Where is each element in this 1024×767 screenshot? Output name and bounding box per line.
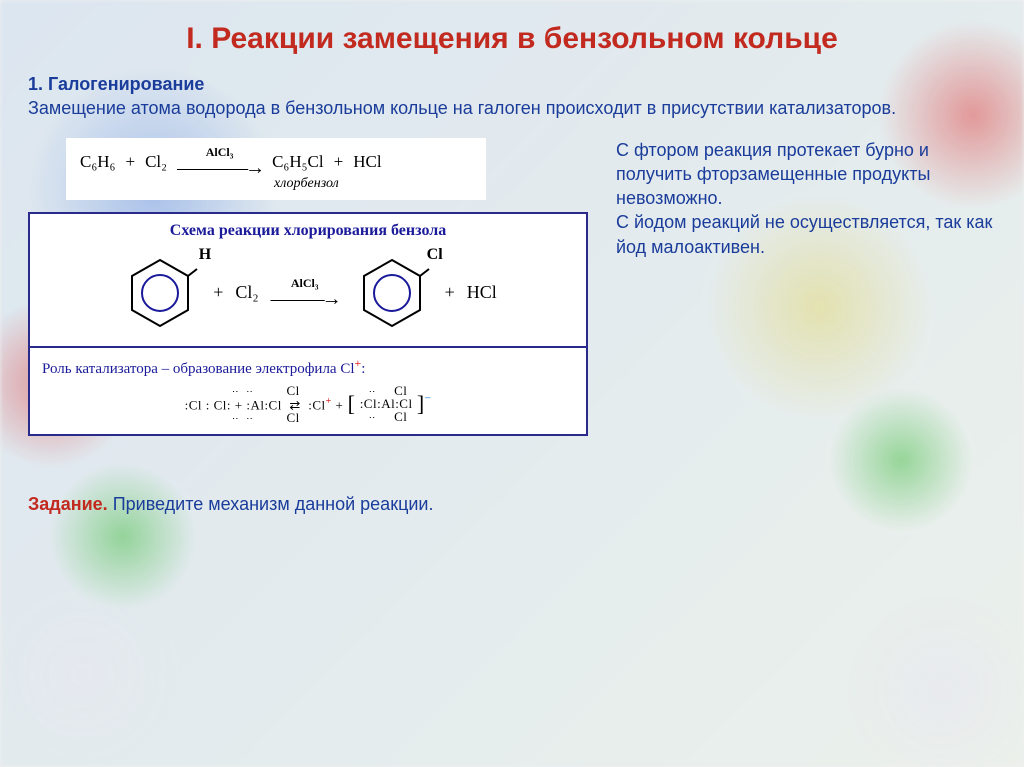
right-column: С фтором реакция протекает бурно и получ… xyxy=(616,138,996,515)
task-body: Приведите механизм данной реакции. xyxy=(108,494,434,514)
arrow-icon: ————→ xyxy=(177,158,262,178)
product-name-label: хлорбензол xyxy=(274,176,472,192)
content-row: C₆H₆ + Cl₂ AlCl₃ ————→ C₆H₅Cl + HCl хлор… xyxy=(28,138,996,515)
scheme-catalyst: AlCl₃ xyxy=(291,277,319,289)
scheme-structures: H + Cl₂ AlCl₃ ———→ Cl xyxy=(42,248,574,342)
catalyst-role-text: Роль катализатора – образование электроф… xyxy=(42,356,574,378)
substituent-H: H xyxy=(199,246,211,264)
task-line: Задание. Приведите механизм данной реакц… xyxy=(28,494,588,515)
arrow-icon: ———→ xyxy=(271,289,339,309)
scheme-byproduct: HCl xyxy=(467,282,497,303)
benzene-ring-Cl: Cl xyxy=(351,252,433,334)
intro-paragraph: Замещение атома водорода в бензольном ко… xyxy=(28,97,996,120)
reactant-benzene: C₆H₆ xyxy=(80,152,115,172)
scheme-arrow: AlCl₃ ———→ xyxy=(271,277,339,309)
plus-sign: + xyxy=(125,152,135,172)
reaction-arrow: AlCl₃ ————→ xyxy=(177,146,262,178)
task-label: Задание. xyxy=(28,494,108,514)
role-line: Роль катализатора – образование электроф… xyxy=(42,361,355,377)
scheme-reagent: Cl₂ xyxy=(235,282,258,303)
mechanism-line: ‥ ‥ Cl :Cl : Cl: + :Al:Cl ⇄ :Cl+ + ‥ ‥ C… xyxy=(42,384,574,424)
plus-sign: + xyxy=(334,152,344,172)
reaction-scheme-box: Схема реакции хлорирования бензола H + C… xyxy=(28,212,588,436)
scheme-divider xyxy=(30,346,586,348)
scheme-title: Схема реакции хлорирования бензола xyxy=(42,222,574,240)
section-heading: 1. Галогенирование xyxy=(28,74,996,95)
reactant-cl2: Cl₂ xyxy=(145,152,167,172)
left-column: C₆H₆ + Cl₂ AlCl₃ ————→ C₆H₅Cl + HCl хлор… xyxy=(28,138,588,515)
main-title: I. Реакции замещения в бензольном кольце xyxy=(28,22,996,56)
product-chlorobenzene: C₆H₅Cl xyxy=(272,152,324,172)
substituent-Cl: Cl xyxy=(427,246,443,264)
slide-content: I. Реакции замещения в бензольном кольце… xyxy=(0,0,1024,767)
equation-line: C₆H₆ + Cl₂ AlCl₃ ————→ C₆H₅Cl + HCl xyxy=(80,146,472,178)
plus-sign: + xyxy=(445,282,455,303)
equation-block: C₆H₆ + Cl₂ AlCl₃ ————→ C₆H₅Cl + HCl хлор… xyxy=(66,138,486,200)
side-note: С фтором реакция протекает бурно и получ… xyxy=(616,138,996,259)
benzene-ring-H: H xyxy=(119,252,201,334)
product-hcl: HCl xyxy=(353,152,381,172)
catalyst-label: AlCl₃ xyxy=(206,146,234,158)
plus-sign: + xyxy=(213,282,223,303)
superscript-plus: + xyxy=(355,356,362,370)
